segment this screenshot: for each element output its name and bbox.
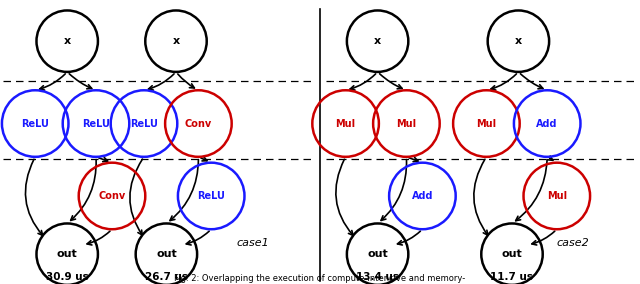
Text: Mul: Mul bbox=[335, 118, 356, 129]
Text: Mul: Mul bbox=[396, 118, 417, 129]
Text: out: out bbox=[367, 249, 388, 259]
Text: Add: Add bbox=[536, 118, 558, 129]
Text: 11.7 us: 11.7 us bbox=[490, 272, 534, 282]
Text: ReLU: ReLU bbox=[130, 118, 158, 129]
Text: Add: Add bbox=[412, 191, 433, 201]
Text: case2: case2 bbox=[556, 238, 589, 248]
Text: 13.4 us: 13.4 us bbox=[356, 272, 399, 282]
Text: ReLU: ReLU bbox=[21, 118, 49, 129]
Text: x: x bbox=[172, 36, 180, 46]
Text: x: x bbox=[374, 36, 381, 46]
Text: Mul: Mul bbox=[547, 191, 567, 201]
Text: out: out bbox=[502, 249, 522, 259]
Text: case1: case1 bbox=[236, 238, 269, 248]
Text: x: x bbox=[63, 36, 71, 46]
Text: Conv: Conv bbox=[185, 118, 212, 129]
Text: out: out bbox=[57, 249, 77, 259]
Text: Conv: Conv bbox=[99, 191, 125, 201]
Text: 30.9 us: 30.9 us bbox=[46, 272, 88, 282]
Text: out: out bbox=[156, 249, 177, 259]
Text: Mul: Mul bbox=[476, 118, 497, 129]
Text: ReLU: ReLU bbox=[197, 191, 225, 201]
Text: Fig. 2: Overlapping the execution of compute-intensive and memory-: Fig. 2: Overlapping the execution of com… bbox=[174, 273, 466, 283]
Text: x: x bbox=[515, 36, 522, 46]
Text: 26.7 us: 26.7 us bbox=[145, 272, 188, 282]
Text: ReLU: ReLU bbox=[82, 118, 110, 129]
